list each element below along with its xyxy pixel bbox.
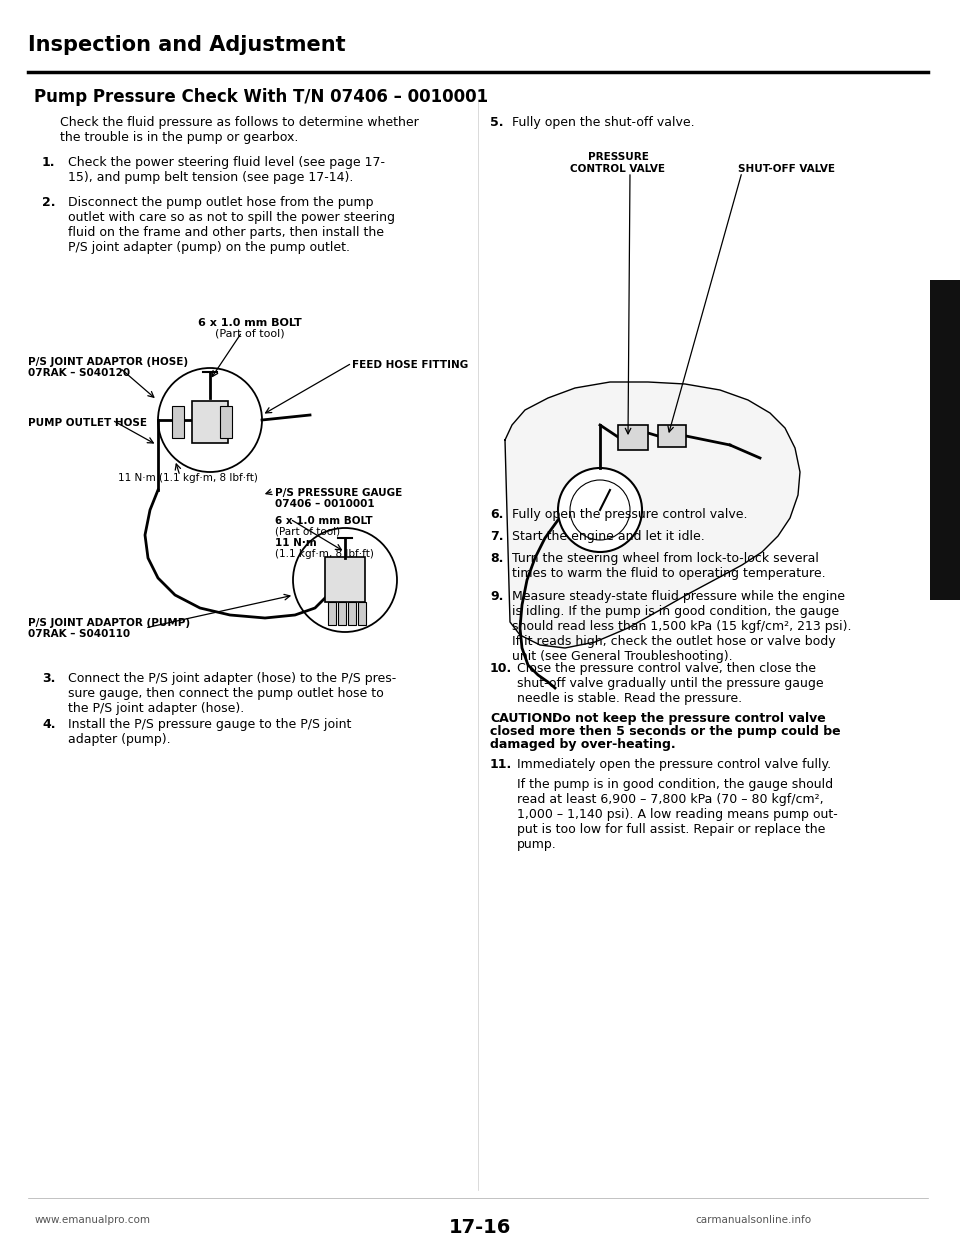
Text: 17-16: 17-16 bbox=[449, 1218, 511, 1237]
Text: 6 x 1.0 mm BOLT: 6 x 1.0 mm BOLT bbox=[198, 318, 301, 328]
Text: PRESSURE
CONTROL VALVE: PRESSURE CONTROL VALVE bbox=[570, 152, 665, 174]
Bar bbox=[618, 425, 648, 450]
Text: (Part of tool): (Part of tool) bbox=[275, 527, 340, 537]
Text: CAUTION:: CAUTION: bbox=[490, 712, 558, 725]
Bar bbox=[328, 602, 336, 625]
Text: 6 x 1.0 mm BOLT: 6 x 1.0 mm BOLT bbox=[275, 515, 372, 527]
Text: Fully open the pressure control valve.: Fully open the pressure control valve. bbox=[512, 508, 748, 520]
Text: If the pump is in good condition, the gauge should
read at least 6,900 – 7,800 k: If the pump is in good condition, the ga… bbox=[517, 777, 838, 851]
Text: 07RAK – S040120: 07RAK – S040120 bbox=[28, 368, 131, 378]
Text: 9.: 9. bbox=[490, 590, 503, 604]
Text: Inspection and Adjustment: Inspection and Adjustment bbox=[28, 35, 346, 55]
Text: Install the P/S pressure gauge to the P/S joint
adapter (pump).: Install the P/S pressure gauge to the P/… bbox=[68, 718, 351, 746]
Text: Turn the steering wheel from lock-to-lock several
times to warm the fluid to ope: Turn the steering wheel from lock-to-loc… bbox=[512, 551, 826, 580]
Bar bbox=[358, 602, 366, 625]
Bar bbox=[220, 406, 232, 438]
Text: FEED HOSE FITTING: FEED HOSE FITTING bbox=[352, 360, 468, 370]
Text: 6.: 6. bbox=[490, 508, 503, 520]
Text: closed more then 5 seconds or the pump could be: closed more then 5 seconds or the pump c… bbox=[490, 725, 841, 738]
Bar bbox=[325, 556, 365, 602]
Text: 07406 – 0010001: 07406 – 0010001 bbox=[275, 499, 374, 509]
Text: Check the power steering fluid level (see page 17-
15), and pump belt tension (s: Check the power steering fluid level (se… bbox=[68, 156, 385, 184]
Text: 11 N·m: 11 N·m bbox=[275, 538, 317, 548]
Text: carmanualsonline.info: carmanualsonline.info bbox=[695, 1215, 811, 1225]
Circle shape bbox=[558, 468, 642, 551]
Text: 3.: 3. bbox=[42, 672, 56, 686]
Text: Do not keep the pressure control valve: Do not keep the pressure control valve bbox=[552, 712, 826, 725]
Bar bbox=[192, 401, 228, 443]
Text: Connect the P/S joint adapter (hose) to the P/S pres-
sure gauge, then connect t: Connect the P/S joint adapter (hose) to … bbox=[68, 672, 396, 715]
Text: Immediately open the pressure control valve fully.: Immediately open the pressure control va… bbox=[517, 758, 831, 771]
Bar bbox=[172, 406, 184, 438]
Bar bbox=[930, 279, 960, 600]
Text: (Part of tool): (Part of tool) bbox=[215, 329, 285, 339]
Text: www.emanualpro.com: www.emanualpro.com bbox=[35, 1215, 151, 1225]
Text: 11 N·m (1.1 kgf·m, 8 lbf·ft): 11 N·m (1.1 kgf·m, 8 lbf·ft) bbox=[118, 473, 258, 483]
Text: Measure steady-state fluid pressure while the engine
is idling. If the pump is i: Measure steady-state fluid pressure whil… bbox=[512, 590, 852, 663]
Text: 11.: 11. bbox=[490, 758, 513, 771]
Text: (1.1 kgf·m, 8 lbf·ft): (1.1 kgf·m, 8 lbf·ft) bbox=[275, 549, 373, 559]
Bar bbox=[338, 602, 346, 625]
Text: 07RAK – S040110: 07RAK – S040110 bbox=[28, 628, 131, 638]
Text: Close the pressure control valve, then close the
shut-off valve gradually until : Close the pressure control valve, then c… bbox=[517, 662, 824, 705]
Text: damaged by over-heating.: damaged by over-heating. bbox=[490, 738, 676, 751]
Text: SHUT-OFF VALVE: SHUT-OFF VALVE bbox=[738, 164, 835, 174]
Text: 2.: 2. bbox=[42, 196, 56, 209]
Text: 5.: 5. bbox=[490, 116, 503, 129]
Text: 7.: 7. bbox=[490, 530, 503, 543]
Bar bbox=[658, 425, 686, 447]
Text: P/S JOINT ADAPTOR (HOSE): P/S JOINT ADAPTOR (HOSE) bbox=[28, 356, 188, 366]
Polygon shape bbox=[505, 383, 800, 648]
Text: P/S JOINT ADAPTOR (PUMP): P/S JOINT ADAPTOR (PUMP) bbox=[28, 619, 190, 628]
Text: PUMP OUTLET HOSE: PUMP OUTLET HOSE bbox=[28, 419, 147, 428]
Bar bbox=[348, 602, 356, 625]
Text: 10.: 10. bbox=[490, 662, 513, 674]
Text: Start the engine and let it idle.: Start the engine and let it idle. bbox=[512, 530, 705, 543]
Text: 8.: 8. bbox=[490, 551, 503, 565]
Text: Disconnect the pump outlet hose from the pump
outlet with care so as not to spil: Disconnect the pump outlet hose from the… bbox=[68, 196, 395, 255]
Text: Fully open the shut-off valve.: Fully open the shut-off valve. bbox=[512, 116, 695, 129]
Text: P/S PRESSURE GAUGE: P/S PRESSURE GAUGE bbox=[275, 488, 402, 498]
Text: 4.: 4. bbox=[42, 718, 56, 732]
Text: Pump Pressure Check With T/N 07406 – 0010001: Pump Pressure Check With T/N 07406 – 001… bbox=[34, 88, 488, 106]
Text: Check the fluid pressure as follows to determine whether
the trouble is in the p: Check the fluid pressure as follows to d… bbox=[60, 116, 419, 144]
Text: 1.: 1. bbox=[42, 156, 56, 169]
